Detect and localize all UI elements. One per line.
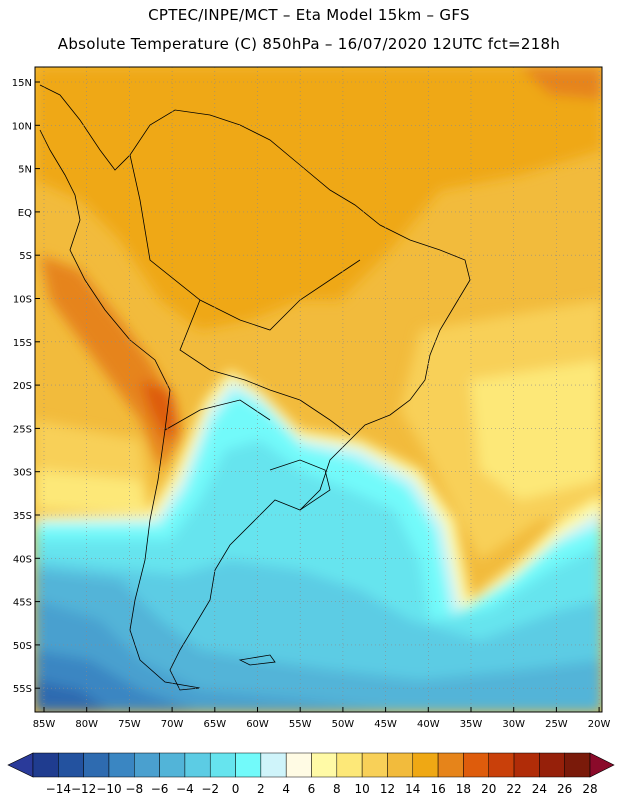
temperature-field <box>35 67 602 712</box>
lat-label: 50S <box>13 641 32 652</box>
colorbar-swatch <box>463 752 489 778</box>
colorbar-swatch <box>311 752 338 778</box>
colorbar-swatch <box>285 752 312 778</box>
colorbar-swatch <box>387 752 414 778</box>
colorbar-swatch <box>488 752 515 778</box>
colorbar-swatch <box>361 752 388 778</box>
colorbar-swatch <box>437 752 464 778</box>
colorbar-label: 28 <box>582 782 597 796</box>
colorbar-swatch <box>412 752 439 778</box>
lon-label: 25W <box>545 719 568 730</box>
colorbar-label: −4 <box>176 782 194 796</box>
lon-label: 60W <box>246 719 269 730</box>
colorbar-swatch <box>235 752 262 778</box>
colorbar-swatch <box>260 752 287 778</box>
lon-label: 55W <box>289 719 312 730</box>
colorbar-label: 20 <box>481 782 496 796</box>
colorbar-swatch <box>58 752 84 778</box>
map-title-line-1: CPTEC/INPE/MCT – Eta Model 15km – GFS <box>148 6 470 24</box>
lat-label: 45S <box>13 598 32 609</box>
colorbar-label: 12 <box>380 782 395 796</box>
lat-label: EQ <box>18 208 32 219</box>
lat-label: 55S <box>13 684 32 695</box>
colorbar-swatch <box>539 752 565 778</box>
lat-label: 25S <box>13 424 32 435</box>
colorbar-swatch <box>336 752 363 778</box>
lon-label: 30W <box>502 719 525 730</box>
lat-label: 15S <box>13 338 32 349</box>
lat-label: 5S <box>19 251 32 262</box>
lon-label: 50W <box>332 719 355 730</box>
colorbar-over-arrow <box>589 752 615 778</box>
colorbar-label: −8 <box>125 782 143 796</box>
colorbar-swatch <box>513 752 540 778</box>
lat-label: 5N <box>18 165 32 176</box>
colorbar-swatch <box>83 752 110 778</box>
lon-label: 20W <box>588 719 611 730</box>
lon-label: 35W <box>460 719 483 730</box>
colorbar-label: −14 <box>46 782 71 796</box>
colorbar-label: 10 <box>354 782 369 796</box>
lon-label: 70W <box>161 719 184 730</box>
colorbar-swatch <box>108 752 135 778</box>
lat-label: 15N <box>12 78 32 89</box>
colorbar-swatch <box>159 752 186 778</box>
colorbar-swatch <box>32 752 59 778</box>
latitude-labels: 15N 10N 5N EQ 5S 10S 15S 20S 25S 30S 35S 40S 45S 50S 5… <box>12 78 40 695</box>
colorbar-label: 4 <box>282 782 290 796</box>
colorbar-label: −2 <box>201 782 219 796</box>
colorbar-swatch <box>184 752 211 778</box>
map-title-line-2: Absolute Temperature (C) 850hPa – 16/07/… <box>57 35 561 53</box>
colorbar-label: 8 <box>333 782 341 796</box>
colorbar-label: −10 <box>96 782 121 796</box>
map-frame <box>34 66 603 713</box>
longitude-labels: 85W 80W 75W 70W 65W 60W 55W 50W 45W 40W 35W 30W 25W 2… <box>33 707 611 730</box>
lon-label: 40W <box>417 719 440 730</box>
colorbar-label: −6 <box>151 782 169 796</box>
colorbar-swatch <box>564 752 591 778</box>
colorbar-under-arrow <box>7 752 34 778</box>
colorbar-label: 22 <box>506 782 521 796</box>
colorbar-label: −12 <box>71 782 96 796</box>
graticule <box>35 67 602 712</box>
lat-label: 35S <box>13 511 32 522</box>
colorbar-label: 16 <box>430 782 445 796</box>
colorbar-label: 24 <box>532 782 547 796</box>
lat-label: 40S <box>13 554 32 565</box>
lat-label: 10S <box>13 295 32 306</box>
colorbar: −14 −12 −10 −8 −6 −4 −2 0 2 4 6 8 10 12 14 16 18 20 22 24 26… <box>7 752 615 796</box>
lat-label: 20S <box>13 381 32 392</box>
colorbar-label: 26 <box>557 782 572 796</box>
lon-label: 65W <box>203 719 226 730</box>
lon-label: 85W <box>33 719 56 730</box>
lat-label: 10N <box>12 121 32 132</box>
colorbar-swatch <box>209 752 236 778</box>
colorbar-label: 2 <box>257 782 265 796</box>
colorbar-label: 18 <box>456 782 471 796</box>
colorbar-label: 0 <box>232 782 240 796</box>
lon-label: 80W <box>75 719 98 730</box>
colorbar-label: 6 <box>308 782 316 796</box>
lon-label: 75W <box>118 719 141 730</box>
colorbar-label: 14 <box>405 782 420 796</box>
colorbar-swatch <box>134 752 160 778</box>
lon-label: 45W <box>374 719 397 730</box>
lat-label: 30S <box>13 468 32 479</box>
